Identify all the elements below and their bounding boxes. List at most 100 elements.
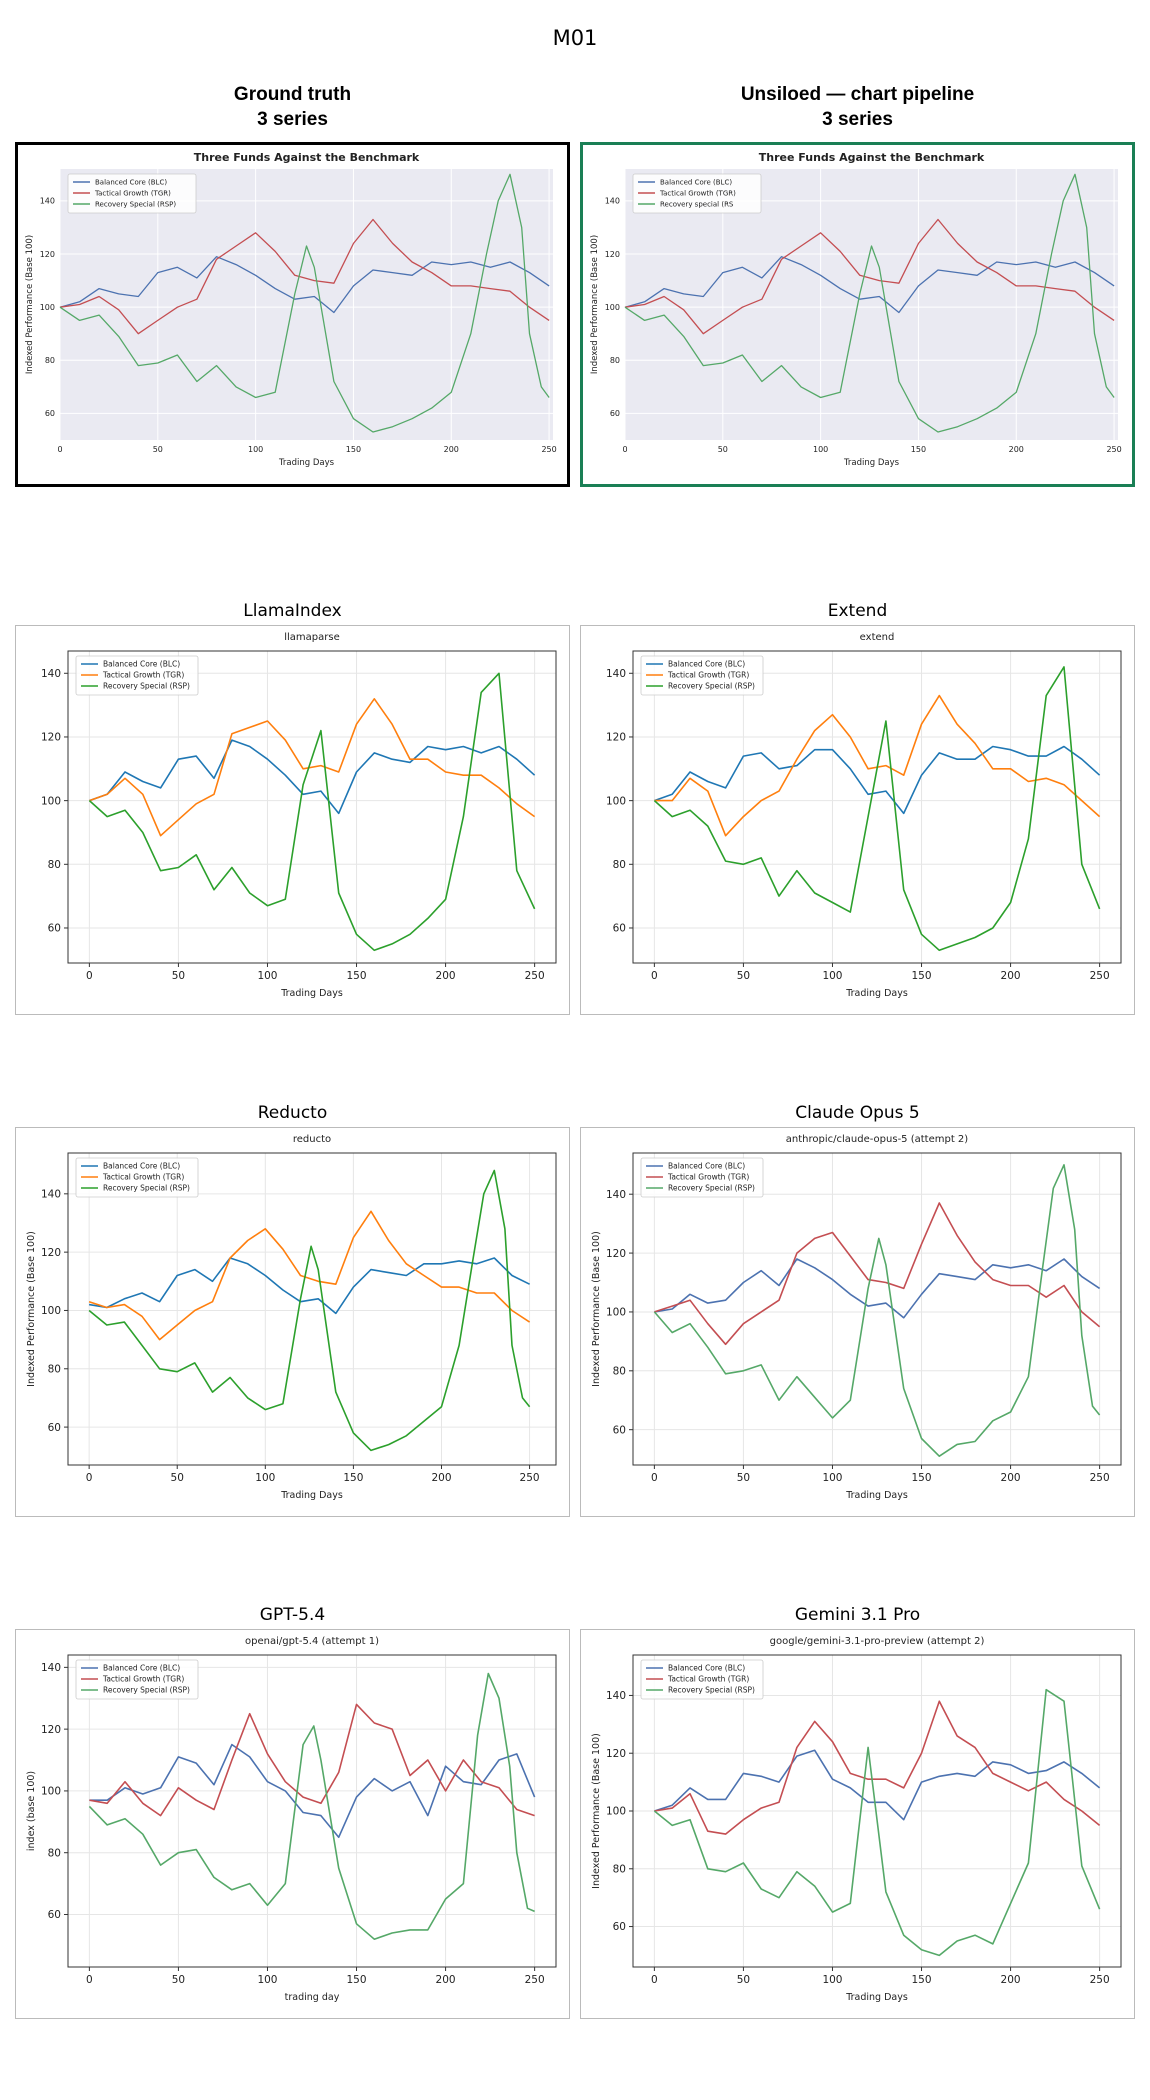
y-tick-label: 140 xyxy=(40,197,55,206)
x-tick-label: 200 xyxy=(431,1472,451,1484)
chart-frame: 0 50 100 150 200 250 60 80 100 120 140 anthropic/cl… xyxy=(580,1127,1135,1517)
series-line xyxy=(624,218,1115,335)
panel-heading: GPT-5.4 xyxy=(259,1605,326,1625)
legend-entry: Recovery Special (RSP) xyxy=(668,1686,755,1695)
x-tick-label: 0 xyxy=(57,445,62,454)
y-tick-label: 120 xyxy=(605,250,620,259)
x-tick-label: 100 xyxy=(257,1974,277,1986)
legend-box xyxy=(640,1157,764,1198)
panel-heading: Claude Opus 5 xyxy=(795,1103,920,1123)
line-chart: 0 50 100 150 200 250 60 80 100 120 140 google/gemin… xyxy=(591,1636,1122,2003)
x-tick-label: 150 xyxy=(912,1472,932,1484)
x-tick-label: 150 xyxy=(347,1974,367,1986)
x-axis-label: Trading Days xyxy=(845,1992,908,2003)
panel-heading: Unsiloed — chart pipeline xyxy=(740,84,975,105)
y-tick-label: 140 xyxy=(41,1188,61,1200)
chart-title: llamaparse xyxy=(284,632,340,643)
axes-frame xyxy=(67,1152,557,1466)
x-tick-label: 200 xyxy=(436,970,456,982)
line-chart: 0 50 100 150 200 250 60 80 100 120 140 anthropic/cl… xyxy=(591,1134,1122,1501)
x-tick-label: 50 xyxy=(718,445,728,454)
x-axis-label: Trading Days xyxy=(845,1490,908,1501)
panel-llamaindex: LlamaIndex 0 50 100 150 200 250 60 80 100 120 140 l… xyxy=(15,600,570,1015)
y-tick-label: 80 xyxy=(45,356,55,365)
series-line xyxy=(88,1210,531,1341)
line-chart: 0 50 100 150 200 250 60 80 100 120 140 reducto Tradi… xyxy=(26,1134,557,1501)
x-tick-label: 50 xyxy=(153,445,163,454)
legend-entry: Recovery Special (RSP) xyxy=(103,1184,190,1193)
panel-series-count: 3 series xyxy=(822,109,893,130)
x-tick-label: 0 xyxy=(86,1974,93,1986)
y-tick-label: 100 xyxy=(605,303,620,312)
y-tick-label: 60 xyxy=(48,923,61,935)
line-chart: 0 50 100 150 200 250 60 80 100 120 140 extend Tradin… xyxy=(606,632,1122,999)
y-tick-label: 60 xyxy=(45,409,55,418)
panel-heading: Reducto xyxy=(257,1103,328,1123)
x-axis-label: Trading Days xyxy=(278,458,335,468)
legend-entry: Balanced Core (BLC) xyxy=(668,660,745,669)
y-tick-label: 120 xyxy=(40,250,55,259)
y-tick-label: 100 xyxy=(41,1305,61,1317)
x-tick-label: 100 xyxy=(257,970,277,982)
y-tick-label: 60 xyxy=(613,923,626,935)
x-tick-label: 100 xyxy=(822,970,842,982)
x-tick-label: 50 xyxy=(737,970,750,982)
series-line xyxy=(654,1749,1101,1821)
y-tick-label: 60 xyxy=(613,1424,626,1436)
x-tick-label: 200 xyxy=(444,445,459,454)
legend-box xyxy=(75,1157,199,1198)
x-tick-label: 150 xyxy=(347,970,367,982)
chart-frame: 0 50 100 150 200 250 60 80 100 120 140 llamaparse Tr… xyxy=(15,625,570,1015)
x-tick-label: 50 xyxy=(171,1472,184,1484)
y-tick-label: 100 xyxy=(606,1307,626,1319)
series-line xyxy=(654,1700,1101,1835)
y-tick-label: 120 xyxy=(606,1248,626,1260)
x-tick-label: 0 xyxy=(651,1974,658,1986)
legend-entry: Tactical Growth (TGR) xyxy=(667,1173,749,1182)
x-tick-label: 200 xyxy=(1001,1974,1021,1986)
series-line xyxy=(59,218,550,335)
series-line xyxy=(653,666,1101,952)
legend-entry: Balanced Core (BLC) xyxy=(668,1162,745,1171)
axes-frame xyxy=(67,650,557,964)
x-tick-label: 250 xyxy=(1090,970,1110,982)
x-tick-label: 250 xyxy=(1090,1472,1110,1484)
legend-entry: Tactical Growth (TGR) xyxy=(102,1675,184,1684)
x-tick-label: 100 xyxy=(822,1472,842,1484)
chart-title: Three Funds Against the Benchmark xyxy=(759,151,985,164)
x-axis-label: Trading Days xyxy=(280,988,343,999)
y-tick-label: 80 xyxy=(613,1365,626,1377)
chart-title: extend xyxy=(860,632,895,643)
x-tick-label: 0 xyxy=(86,1472,93,1484)
y-tick-label: 60 xyxy=(610,409,620,418)
chart-frame: 0 50 100 150 200 250 60 80 100 120 140 google/gemin… xyxy=(580,1629,1135,2019)
legend-entry: Tactical Growth (TGR) xyxy=(667,1675,749,1684)
panel-gpt-5-4: GPT-5.4 0 50 100 150 200 250 60 80 100 120 140 open… xyxy=(15,1604,570,2019)
x-tick-label: 200 xyxy=(1009,445,1024,454)
panel-heading: LlamaIndex xyxy=(243,601,342,621)
y-tick-label: 80 xyxy=(610,356,620,365)
chart-title: openai/gpt-5.4 (attempt 1) xyxy=(245,1636,379,1647)
x-axis-label: Trading Days xyxy=(845,988,908,999)
legend-box xyxy=(67,173,197,214)
y-tick-label: 80 xyxy=(613,859,626,871)
x-tick-label: 100 xyxy=(255,1472,275,1484)
y-tick-label: 120 xyxy=(41,1724,61,1736)
x-tick-label: 250 xyxy=(520,1472,540,1484)
panel-series-count: 3 series xyxy=(257,109,328,130)
legend-entry: Balanced Core (BLC) xyxy=(103,660,180,669)
x-tick-label: 250 xyxy=(525,1974,545,1986)
x-tick-label: 50 xyxy=(737,1472,750,1484)
series-line xyxy=(88,1672,535,1941)
series-line xyxy=(624,256,1115,314)
y-tick-label: 100 xyxy=(40,303,55,312)
x-tick-label: 100 xyxy=(813,445,828,454)
series-line xyxy=(59,173,550,433)
x-tick-label: 100 xyxy=(248,445,263,454)
axes-frame xyxy=(67,1654,557,1968)
chart-title: anthropic/claude-opus-5 (attempt 2) xyxy=(786,1134,969,1145)
legend-box xyxy=(75,1659,199,1700)
legend-entry: Balanced Core (BLC) xyxy=(95,179,167,187)
chart-frame: 0 50 100 150 200 250 60 80 100 120 140 extend Tradin… xyxy=(580,625,1135,1015)
x-tick-label: 0 xyxy=(651,1472,658,1484)
